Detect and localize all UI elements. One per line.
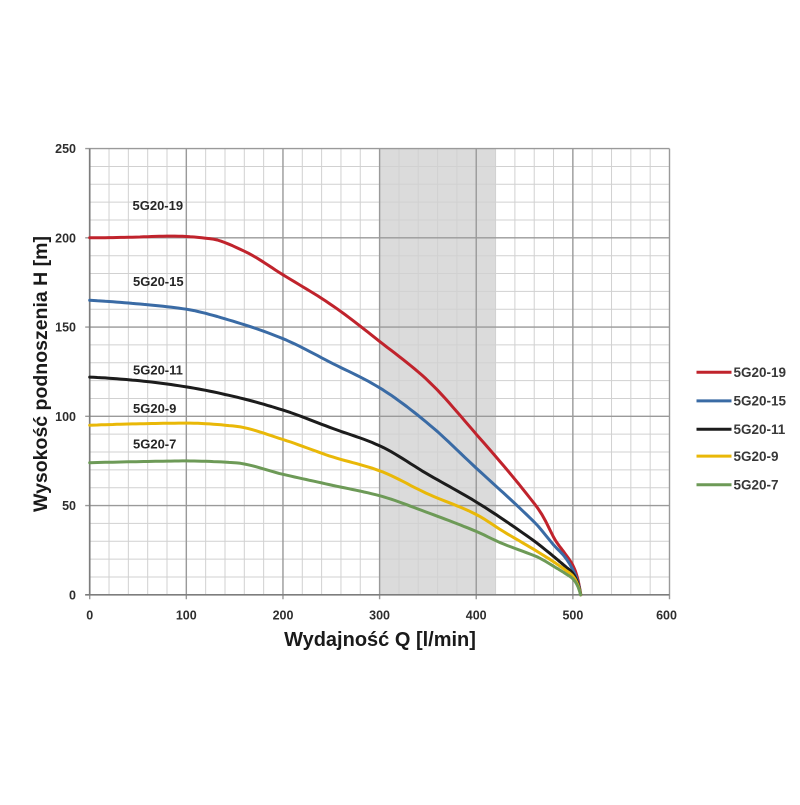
svg-text:500: 500 — [562, 609, 583, 623]
svg-text:5G20-19: 5G20-19 — [133, 198, 184, 213]
svg-text:50: 50 — [62, 499, 76, 513]
svg-text:Wysokość podnoszenia H [m]: Wysokość podnoszenia H [m] — [30, 236, 52, 512]
svg-text:600: 600 — [656, 609, 677, 623]
svg-text:5G20-11: 5G20-11 — [133, 362, 183, 377]
svg-text:150: 150 — [55, 321, 76, 335]
svg-text:5G20-7: 5G20-7 — [734, 478, 779, 493]
svg-text:Wydajność Q [l/min]: Wydajność Q [l/min] — [284, 629, 476, 651]
svg-text:5G20-9: 5G20-9 — [133, 401, 176, 416]
svg-text:5G20-15: 5G20-15 — [133, 274, 184, 289]
svg-text:100: 100 — [176, 609, 197, 623]
svg-text:300: 300 — [369, 609, 390, 623]
svg-text:5G20-7: 5G20-7 — [133, 437, 176, 452]
svg-text:100: 100 — [55, 410, 76, 424]
svg-text:0: 0 — [86, 609, 93, 623]
svg-text:5G20-9: 5G20-9 — [734, 449, 779, 464]
svg-text:250: 250 — [55, 142, 76, 156]
svg-text:5G20-15: 5G20-15 — [734, 394, 787, 409]
svg-text:200: 200 — [55, 231, 76, 245]
svg-text:400: 400 — [466, 609, 487, 623]
svg-text:0: 0 — [69, 588, 76, 602]
svg-text:200: 200 — [273, 609, 294, 623]
svg-text:5G20-11: 5G20-11 — [734, 422, 786, 437]
svg-text:5G20-19: 5G20-19 — [734, 365, 787, 380]
